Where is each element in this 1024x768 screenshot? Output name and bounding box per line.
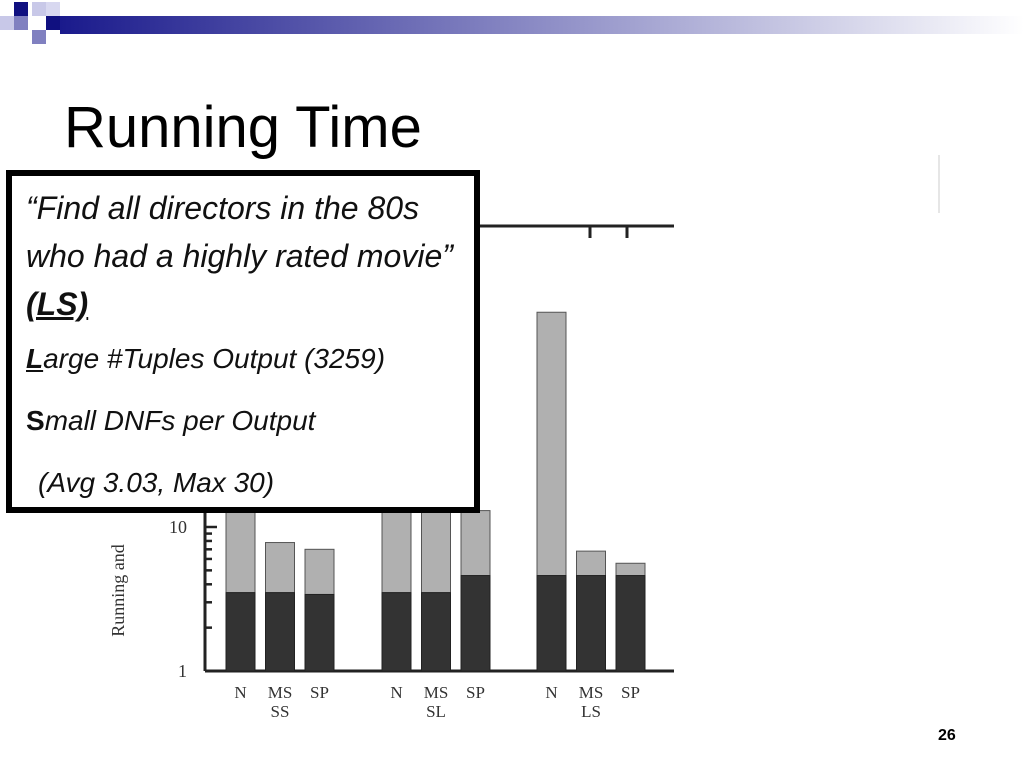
bar-light-segment <box>421 510 451 594</box>
large-rest: arge #Tuples Output (3259) <box>43 343 386 374</box>
bar-dark-segment <box>225 592 256 672</box>
dnf-stats-line: (Avg 3.03, Max 30) <box>38 467 275 498</box>
x-category-label: MS <box>268 683 293 702</box>
bar-light-segment <box>576 550 606 577</box>
bar-light-segment <box>265 542 295 594</box>
bar-dark-segment <box>265 592 295 672</box>
x-category-label: N <box>545 683 557 702</box>
query-tag: (LS) <box>26 286 89 322</box>
bar-dark-segment <box>615 575 646 672</box>
bar-dark-segment <box>304 593 335 672</box>
small-dnf-line: Small DNFs per Output <box>26 404 460 438</box>
x-category-label: SP <box>621 683 640 702</box>
slide-title: Running Time <box>64 95 422 160</box>
x-category-label: SP <box>310 683 329 702</box>
bar-dark-segment <box>460 575 491 672</box>
small-rest: mall DNFs per Output <box>44 405 316 436</box>
x-group-label: LS <box>581 702 601 721</box>
bar-light-segment <box>381 510 412 594</box>
large-initial: L <box>26 343 44 374</box>
bar-light-segment <box>615 562 646 577</box>
bar-light-segment <box>304 548 335 595</box>
x-category-label: MS <box>424 683 449 702</box>
bar-light-segment <box>225 510 256 594</box>
divider <box>938 155 940 213</box>
x-category-label: N <box>234 683 246 702</box>
bar-dark-segment <box>421 592 451 672</box>
header-decoration <box>0 2 1024 44</box>
large-output-line: Large #Tuples Output (3259) <box>26 342 460 376</box>
query-quote: “Find all directors in the 80s who had a… <box>26 184 460 328</box>
query-callout-box: “Find all directors in the 80s who had a… <box>6 170 480 513</box>
x-category-label: N <box>390 683 402 702</box>
y-tick-label: 10 <box>169 517 187 537</box>
small-initial: S <box>26 405 45 436</box>
bar-dark-segment <box>576 575 606 672</box>
x-group-label: SS <box>271 702 290 721</box>
page-number: 26 <box>938 727 956 744</box>
x-category-label: MS <box>579 683 604 702</box>
y-tick-label: 1 <box>178 661 187 681</box>
bar-light-segment <box>536 311 567 577</box>
x-group-label: SL <box>426 702 446 721</box>
bar-dark-segment <box>381 592 412 672</box>
x-category-label: SP <box>466 683 485 702</box>
bar-dark-segment <box>536 575 567 672</box>
bar-light-segment <box>460 510 491 577</box>
y-axis-label: Running and <box>107 544 128 637</box>
query-text: “Find all directors in the 80s who had a… <box>26 190 453 274</box>
